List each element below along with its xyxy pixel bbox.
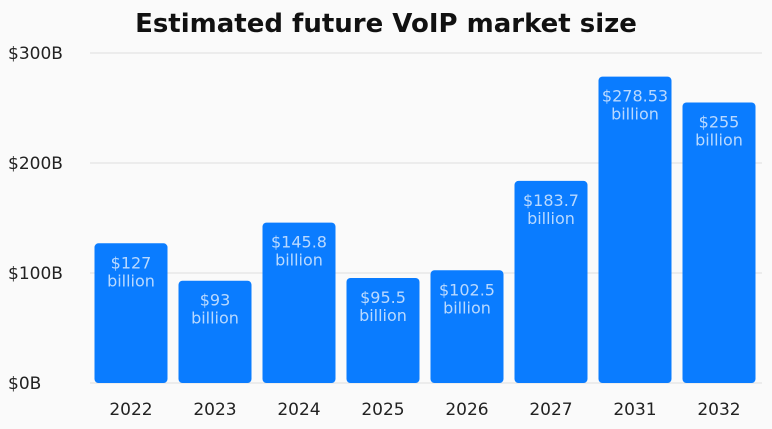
data-label: billion xyxy=(527,209,575,228)
y-tick-label: $0B xyxy=(8,374,41,394)
y-tick-label: $100B xyxy=(8,264,63,284)
x-tick-label: 2023 xyxy=(193,400,236,420)
y-tick-label: $300B xyxy=(8,44,63,64)
y-tick-label: $200B xyxy=(8,154,63,174)
bar xyxy=(514,180,588,383)
data-label: $93 xyxy=(200,291,231,310)
data-label: billion xyxy=(359,306,407,325)
data-label: billion xyxy=(275,251,323,270)
chart-title: Estimated future VoIP market size xyxy=(135,9,637,39)
x-tick-label: 2024 xyxy=(277,400,320,420)
data-label: $255 xyxy=(699,113,740,132)
x-tick-label: 2027 xyxy=(529,400,572,420)
data-label: billion xyxy=(443,298,491,317)
bar xyxy=(178,280,252,383)
data-label: $278.53 xyxy=(602,87,668,106)
data-label: $102.5 xyxy=(439,280,495,299)
x-tick-label: 2026 xyxy=(445,400,488,420)
data-label: $127 xyxy=(111,253,152,272)
bar xyxy=(598,76,672,383)
data-label: billion xyxy=(107,271,155,290)
x-tick-label: 2025 xyxy=(361,400,404,420)
data-label: $145.8 xyxy=(271,233,327,252)
data-label: billion xyxy=(695,131,743,150)
bar xyxy=(682,102,756,383)
bar xyxy=(262,222,336,383)
bar xyxy=(430,270,504,383)
data-label: billion xyxy=(191,309,239,328)
data-label: $95.5 xyxy=(360,288,406,307)
x-tick-label: 2032 xyxy=(697,400,740,420)
data-label: $183.7 xyxy=(523,191,579,210)
bar xyxy=(346,277,420,383)
data-label: billion xyxy=(611,105,659,124)
x-tick-label: 2031 xyxy=(613,400,656,420)
bar xyxy=(94,243,168,383)
x-tick-label: 2022 xyxy=(109,400,152,420)
